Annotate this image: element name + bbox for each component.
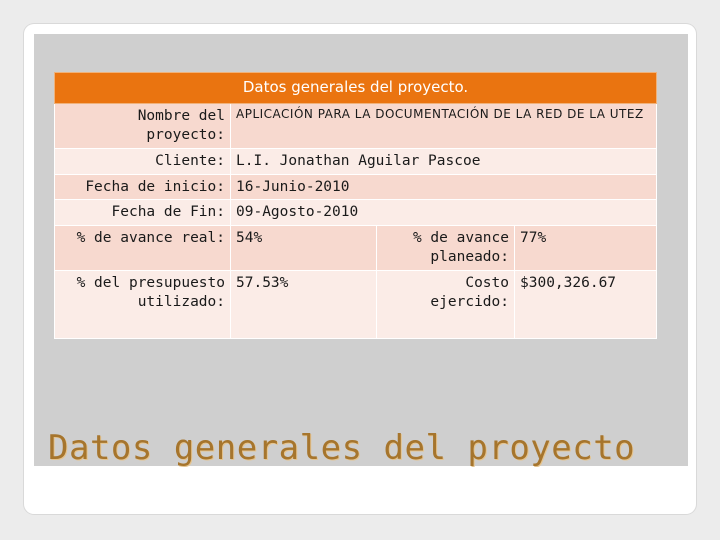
real-progress-label: % de avance real: — [54, 225, 231, 271]
project-name-value: APLICACIÓN PARA LA DOCUMENTACIÓN DE LA R… — [229, 103, 658, 149]
planned-progress-value: 77% — [513, 225, 658, 271]
table-header: Datos generales del proyecto. — [53, 72, 658, 104]
end-date-value: 09-Agosto-2010 — [229, 199, 658, 227]
project-data-table: Datos generales del proyecto. Nombre del… — [53, 72, 658, 339]
end-date-label: Fecha de Fin: — [54, 199, 231, 227]
client-value: L.I. Jonathan Aguilar Pascoe — [229, 147, 658, 175]
start-date-label: Fecha de inicio: — [54, 173, 231, 201]
table-row: % de avance real: 54% % de avance planea… — [54, 225, 658, 271]
cost-spent-value: $300,326.67 — [513, 269, 658, 339]
project-name-label: Nombre del proyecto: — [54, 103, 231, 149]
budget-used-label: % del presupuesto utilizado: — [54, 269, 231, 339]
start-date-value: 16-Junio-2010 — [229, 173, 658, 201]
planned-progress-label: % de avance planeado: — [376, 225, 515, 271]
table-row: Nombre del proyecto: APLICACIÓN PARA LA … — [54, 103, 658, 149]
real-progress-value: 54% — [230, 225, 377, 271]
budget-used-value: 57.53% — [230, 269, 377, 339]
slide-title: Datos generales del proyecto — [48, 428, 636, 468]
table-row: % del presupuesto utilizado: 57.53% Cost… — [54, 269, 658, 339]
table-row: Fecha de inicio: 16-Junio-2010 — [54, 173, 658, 201]
table-row: Cliente: L.I. Jonathan Aguilar Pascoe — [54, 147, 658, 175]
table-row: Fecha de Fin: 09-Agosto-2010 — [54, 199, 658, 227]
cost-spent-label: Costo ejercido: — [376, 269, 515, 339]
client-label: Cliente: — [54, 147, 231, 175]
